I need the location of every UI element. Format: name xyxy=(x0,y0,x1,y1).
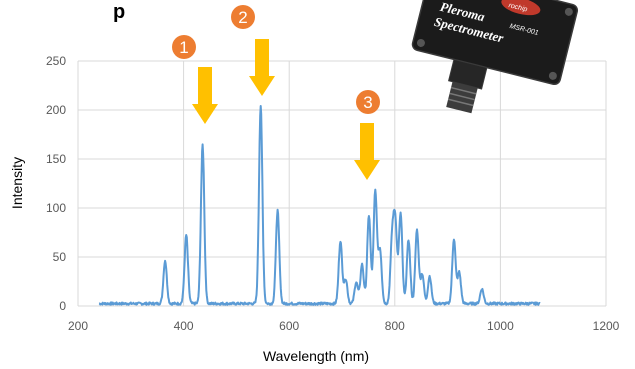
annotation-1: 1 xyxy=(172,35,218,124)
number-badge-icon xyxy=(356,90,380,114)
x-tick-label: 400 xyxy=(174,319,194,333)
x-tick-label: 200 xyxy=(68,319,88,333)
spectrometer-device-image: rochip Pleroma Spectrometer MSR-001 xyxy=(411,0,579,114)
number-badge-icon xyxy=(231,5,255,29)
screw-icon xyxy=(564,7,573,16)
annotation-label: 2 xyxy=(238,8,247,27)
annotation-label: 1 xyxy=(179,38,188,57)
title-fragment: p xyxy=(113,1,125,23)
y-tick-label: 50 xyxy=(53,250,67,264)
y-tick-labels: 0 50 100 150 200 250 xyxy=(46,54,66,313)
x-axis-title: Wavelength (nm) xyxy=(263,348,369,364)
down-arrow-icon xyxy=(354,123,380,180)
y-tick-label: 100 xyxy=(46,201,66,215)
x-tick-label: 800 xyxy=(385,319,405,333)
x-tick-labels: 200 400 600 800 1000 1200 xyxy=(68,319,620,333)
y-tick-label: 150 xyxy=(46,152,66,166)
chart-grid xyxy=(77,60,607,307)
x-tick-label: 600 xyxy=(279,319,299,333)
spectrum-line xyxy=(98,105,541,306)
y-tick-label: 200 xyxy=(46,103,66,117)
annotation-label: 3 xyxy=(363,93,372,112)
brand-logo-icon xyxy=(501,0,541,16)
y-axis-title: Intensity xyxy=(9,157,25,209)
device-brand: rochip xyxy=(508,2,528,13)
annotation-2: 2 xyxy=(231,5,275,96)
x-tick-label: 1000 xyxy=(487,319,514,333)
y-tick-label: 250 xyxy=(46,54,66,68)
down-arrow-icon xyxy=(192,67,218,124)
annotation-3: 3 xyxy=(354,90,380,180)
x-tick-label: 1200 xyxy=(593,319,620,333)
screw-icon xyxy=(548,71,557,80)
screw-icon xyxy=(416,38,425,47)
y-tick-label: 0 xyxy=(59,299,66,313)
down-arrow-icon xyxy=(249,39,275,96)
number-badge-icon xyxy=(172,35,196,59)
peak-annotations: 1 2 3 xyxy=(172,5,380,180)
